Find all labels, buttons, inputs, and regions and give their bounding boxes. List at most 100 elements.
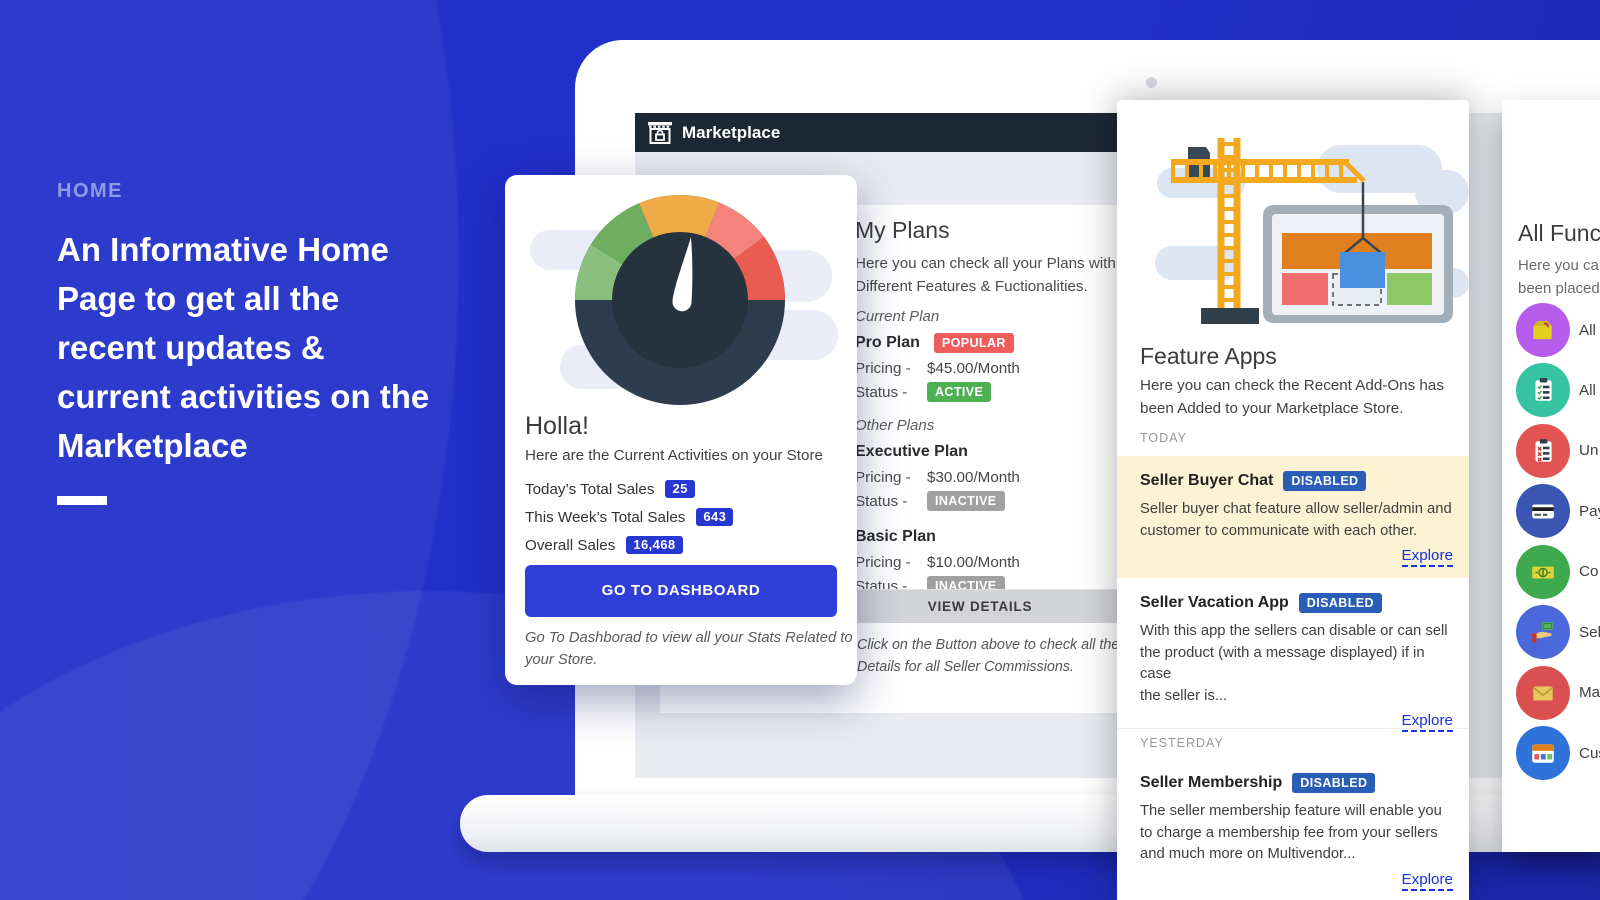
pricing-label: Pricing - — [855, 553, 911, 571]
function-label: Pay — [1579, 502, 1600, 520]
feature-item-name: Seller Buyer Chat — [1140, 472, 1274, 489]
mail-icon — [1516, 665, 1570, 720]
function-item-unfulfilled[interactable]: Un — [1516, 423, 1600, 478]
crane-construction-illustration — [1155, 138, 1469, 324]
unfulfilled-list-icon — [1516, 423, 1570, 478]
function-label: Sel — [1579, 623, 1600, 641]
stat-value-badge: 643 — [696, 508, 734, 526]
pricing-row: Pricing - $10.00/Month — [855, 551, 1135, 573]
status-label: Status - — [855, 383, 908, 401]
other-plans-label: Other Plans — [855, 417, 935, 434]
group-label-yesterday: YESTERDAY — [1140, 736, 1224, 750]
status-row: Status - ACTIVE — [855, 381, 1135, 403]
feature-item-titlerow: Seller Vacation App DISABLED — [1140, 592, 1454, 614]
function-item-all-orders[interactable]: All — [1516, 363, 1600, 417]
divider — [1117, 728, 1469, 729]
explore-link[interactable]: Explore — [1401, 547, 1453, 567]
group-label-today: TODAY — [1140, 431, 1187, 445]
greeting-subtitle: Here are the Current Activities on your … — [525, 447, 823, 464]
plan-name: Pro Plan — [855, 334, 920, 351]
feature-item-description: The seller membership feature will enabl… — [1140, 803, 1442, 862]
pricing-row: Pricing - $30.00/Month — [855, 466, 1135, 488]
pricing-label: Pricing - — [855, 359, 911, 377]
stats-list: Today’s Total Sales 25 This Week’s Total… — [525, 475, 734, 559]
dashboard-footnote: Go To Dashborad to view all your Stats R… — [525, 630, 853, 668]
stat-row: This Week’s Total Sales 643 — [525, 503, 734, 531]
disabled-badge: DISABLED — [1292, 773, 1376, 793]
function-label: Cus — [1579, 744, 1600, 762]
credit-card-icon — [1516, 484, 1570, 538]
stat-label: Today’s Total Sales — [525, 480, 655, 498]
checklist-icon — [1516, 363, 1570, 417]
plan-name-row: Basic Plan — [855, 525, 1135, 549]
plan-name: Basic Plan — [855, 528, 936, 545]
go-to-dashboard-button[interactable]: GO TO DASHBOARD — [525, 565, 837, 617]
feature-apps-title: Feature Apps — [1140, 343, 1277, 369]
status-label: Status - — [855, 492, 908, 510]
pricing-value: $10.00/Month — [927, 553, 1020, 571]
explore-link[interactable]: Explore — [1401, 712, 1453, 732]
all-functions-title: All Funct — [1518, 220, 1600, 246]
sales-gauge — [530, 194, 838, 405]
greeting: Holla! — [525, 412, 589, 440]
function-item-commissions[interactable]: Co — [1516, 544, 1600, 599]
hero-eyebrow: HOME — [57, 180, 123, 202]
plan-name: Executive Plan — [855, 443, 968, 460]
my-plans-section: My Plans Here you can check all your Pla… — [855, 216, 1135, 597]
laptop-camera-dot — [1146, 77, 1157, 88]
feature-item-titlerow: Seller Buyer Chat DISABLED — [1140, 470, 1454, 492]
browser-window-icon — [1516, 726, 1570, 780]
stat-value-badge: 16,468 — [626, 536, 683, 554]
pricing-value: $30.00/Month — [927, 468, 1020, 486]
feature-item-name: Seller Vacation App — [1140, 594, 1289, 611]
explore-row: Explore — [1140, 712, 1454, 732]
feature-item-titlerow: Seller Membership DISABLED — [1140, 772, 1454, 794]
my-plans-description: Here you can check all your Plans with D… — [855, 255, 1116, 295]
hand-money-icon — [1516, 605, 1570, 659]
function-label: All — [1579, 381, 1596, 399]
hero-section: HOME An Informative Home Page to get all… — [57, 180, 527, 505]
function-label: Un — [1579, 442, 1599, 459]
package-icon — [1516, 303, 1570, 357]
all-functions-description: Here you can been placed o — [1518, 257, 1600, 297]
feature-apps-panel: Feature Apps Here you can check the Rece… — [1117, 100, 1469, 900]
stat-row: Today’s Total Sales 25 — [525, 475, 733, 503]
function-item-mail[interactable]: Ma — [1516, 665, 1600, 720]
hero-underline — [57, 496, 107, 505]
current-plan-label: Current Plan — [855, 308, 940, 325]
feature-item-seller-buyer-chat: Seller Buyer Chat DISABLED Seller buyer … — [1117, 456, 1469, 578]
feature-item-description: With this app the sellers can disable or… — [1140, 623, 1448, 704]
disabled-badge: DISABLED — [1283, 471, 1367, 491]
view-details-caption: Click on the Button above to check all t… — [857, 637, 1120, 675]
feature-apps-description: Here you can check the Recent Add-Ons ha… — [1140, 377, 1444, 417]
status-row: Status - INACTIVE — [855, 490, 1135, 512]
feature-item-description: Seller buyer chat feature allow seller/a… — [1140, 501, 1452, 539]
pricing-value: $45.00/Month — [927, 359, 1020, 377]
popular-badge: POPULAR — [933, 333, 1014, 353]
storefront-icon — [648, 121, 672, 144]
page-title: An Informative Home Page to get all the … — [57, 231, 430, 464]
status-badge: ACTIVE — [927, 382, 992, 402]
function-item-customization[interactable]: Cus — [1516, 726, 1600, 780]
stat-label: Overall Sales — [525, 536, 616, 554]
explore-link[interactable]: Explore — [1401, 871, 1453, 891]
feature-item-seller-membership: Seller Membership DISABLED The seller me… — [1117, 758, 1469, 900]
stat-row: Overall Sales 16,468 — [525, 531, 733, 559]
feature-item-name: Seller Membership — [1140, 774, 1283, 791]
plan-name-row: Executive Plan — [855, 440, 1135, 464]
my-plans-title: My Plans — [855, 217, 950, 243]
function-item-all-products[interactable]: All — [1516, 303, 1600, 357]
disabled-badge: DISABLED — [1298, 593, 1382, 613]
all-functions-panel: All Funct Here you can been placed o All — [1502, 100, 1600, 852]
plan-name-row: Pro Plan POPULAR — [855, 331, 1135, 355]
pricing-row: Pricing - $45.00/Month — [855, 357, 1135, 379]
stat-value-badge: 25 — [665, 480, 695, 498]
function-item-payments[interactable]: Pay — [1516, 484, 1600, 538]
app-title: Marketplace — [682, 122, 781, 142]
function-item-seller-payouts[interactable]: Sel — [1516, 605, 1600, 659]
function-label: Ma — [1579, 684, 1600, 701]
pricing-label: Pricing - — [855, 468, 911, 486]
status-badge: INACTIVE — [927, 491, 1005, 511]
store-activity-card: Holla! Here are the Current Activities o… — [505, 175, 857, 685]
